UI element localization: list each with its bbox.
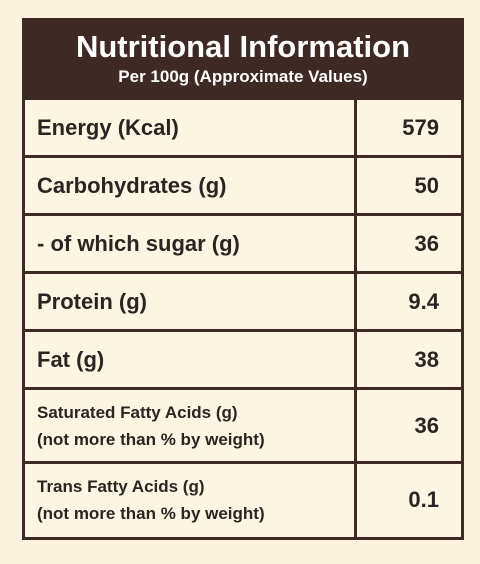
nutrition-panel: Nutritional Information Per 100g (Approx… xyxy=(22,18,464,540)
row-label: Protein (g) xyxy=(37,288,147,314)
row-label-cell: Energy (Kcal) xyxy=(25,97,355,157)
table-row: - of which sugar (g) 36 xyxy=(25,213,461,273)
table-row: Fat (g) 38 xyxy=(25,329,461,389)
row-value: 9.4 xyxy=(353,271,461,331)
row-note: (not more than % by weight) xyxy=(37,429,265,449)
row-label: Trans Fatty Acids (g) xyxy=(37,477,205,497)
row-value: 0.1 xyxy=(353,461,461,537)
row-label-cell: Protein (g) xyxy=(25,271,355,331)
row-label-cell: Carbohydrates (g) xyxy=(25,155,355,215)
subtitle: Per 100g (Approximate Values) xyxy=(118,67,368,86)
row-label-cell: - of which sugar (g) xyxy=(25,213,355,273)
row-label-cell: Saturated Fatty Acids (g) (not more than … xyxy=(25,387,355,463)
row-label-cell: Fat (g) xyxy=(25,329,355,389)
table-row: Energy (Kcal) 579 xyxy=(25,97,461,157)
header: Nutritional Information Per 100g (Approx… xyxy=(25,21,461,97)
row-label: Energy (Kcal) xyxy=(37,114,179,140)
title: Nutritional Information xyxy=(75,29,411,64)
row-label: Fat (g) xyxy=(37,346,105,372)
row-value: 50 xyxy=(353,155,461,215)
table-row: Protein (g) 9.4 xyxy=(25,271,461,331)
row-label: Saturated Fatty Acids (g) xyxy=(37,402,238,422)
table-row: Saturated Fatty Acids (g) (not more than … xyxy=(25,387,461,463)
table-row: Trans Fatty Acids (g) (not more than % by… xyxy=(25,461,461,537)
row-note: (not more than % by weight) xyxy=(37,504,265,524)
row-value: 36 xyxy=(353,387,461,463)
row-value: 579 xyxy=(353,97,461,157)
row-label-cell: Trans Fatty Acids (g) (not more than % by… xyxy=(25,461,355,537)
row-value: 38 xyxy=(353,329,461,389)
nutrition-table: Energy (Kcal) 579 Carbohydrates (g) 50- of … xyxy=(25,97,461,537)
row-label: - of which sugar (g) xyxy=(37,230,240,256)
row-label: Carbohydrates (g) xyxy=(37,172,227,198)
row-value: 36 xyxy=(353,213,461,273)
table-row: Carbohydrates (g) 50 xyxy=(25,155,461,215)
